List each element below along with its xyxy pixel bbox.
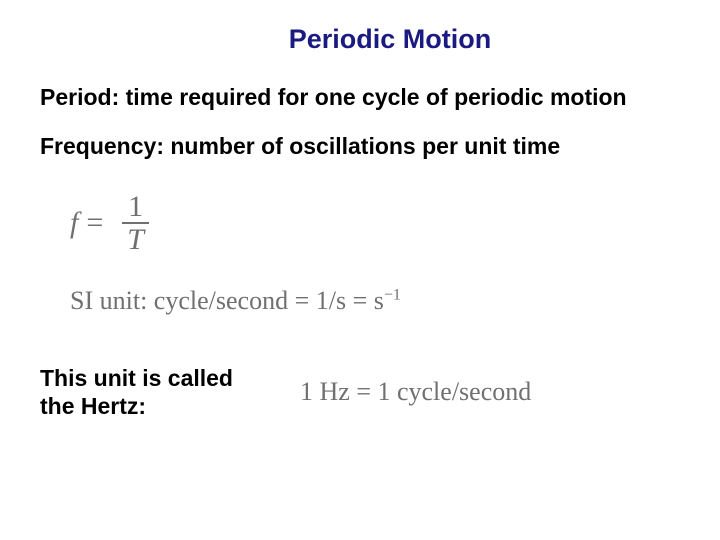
hertz-label: This unit is called the Hertz: xyxy=(40,364,260,422)
page-title: Periodic Motion xyxy=(100,24,680,55)
frequency-formula: f = 1 T xyxy=(70,191,680,256)
hertz-equation: 1 Hz = 1 cycle/second xyxy=(300,377,531,407)
si-text: cycle/second = 1/s = s xyxy=(154,286,384,315)
formula-lhs: f xyxy=(70,206,78,240)
formula-fraction: 1 T xyxy=(121,191,150,256)
formula-eq: = xyxy=(86,206,103,240)
si-label: SI unit: xyxy=(70,286,154,315)
formula-block: f = 1 T SI unit: cycle/second = 1/s = s−… xyxy=(70,191,680,316)
si-exponent: −1 xyxy=(384,286,401,303)
fraction-denominator: T xyxy=(121,224,150,256)
si-unit-line: SI unit: cycle/second = 1/s = s−1 xyxy=(70,286,680,316)
definition-period: Period: time required for one cycle of p… xyxy=(40,83,680,112)
definition-frequency: Frequency: number of oscillations per un… xyxy=(40,132,680,161)
fraction-numerator: 1 xyxy=(122,191,149,225)
hertz-row: This unit is called the Hertz: 1 Hz = 1 … xyxy=(40,364,680,422)
